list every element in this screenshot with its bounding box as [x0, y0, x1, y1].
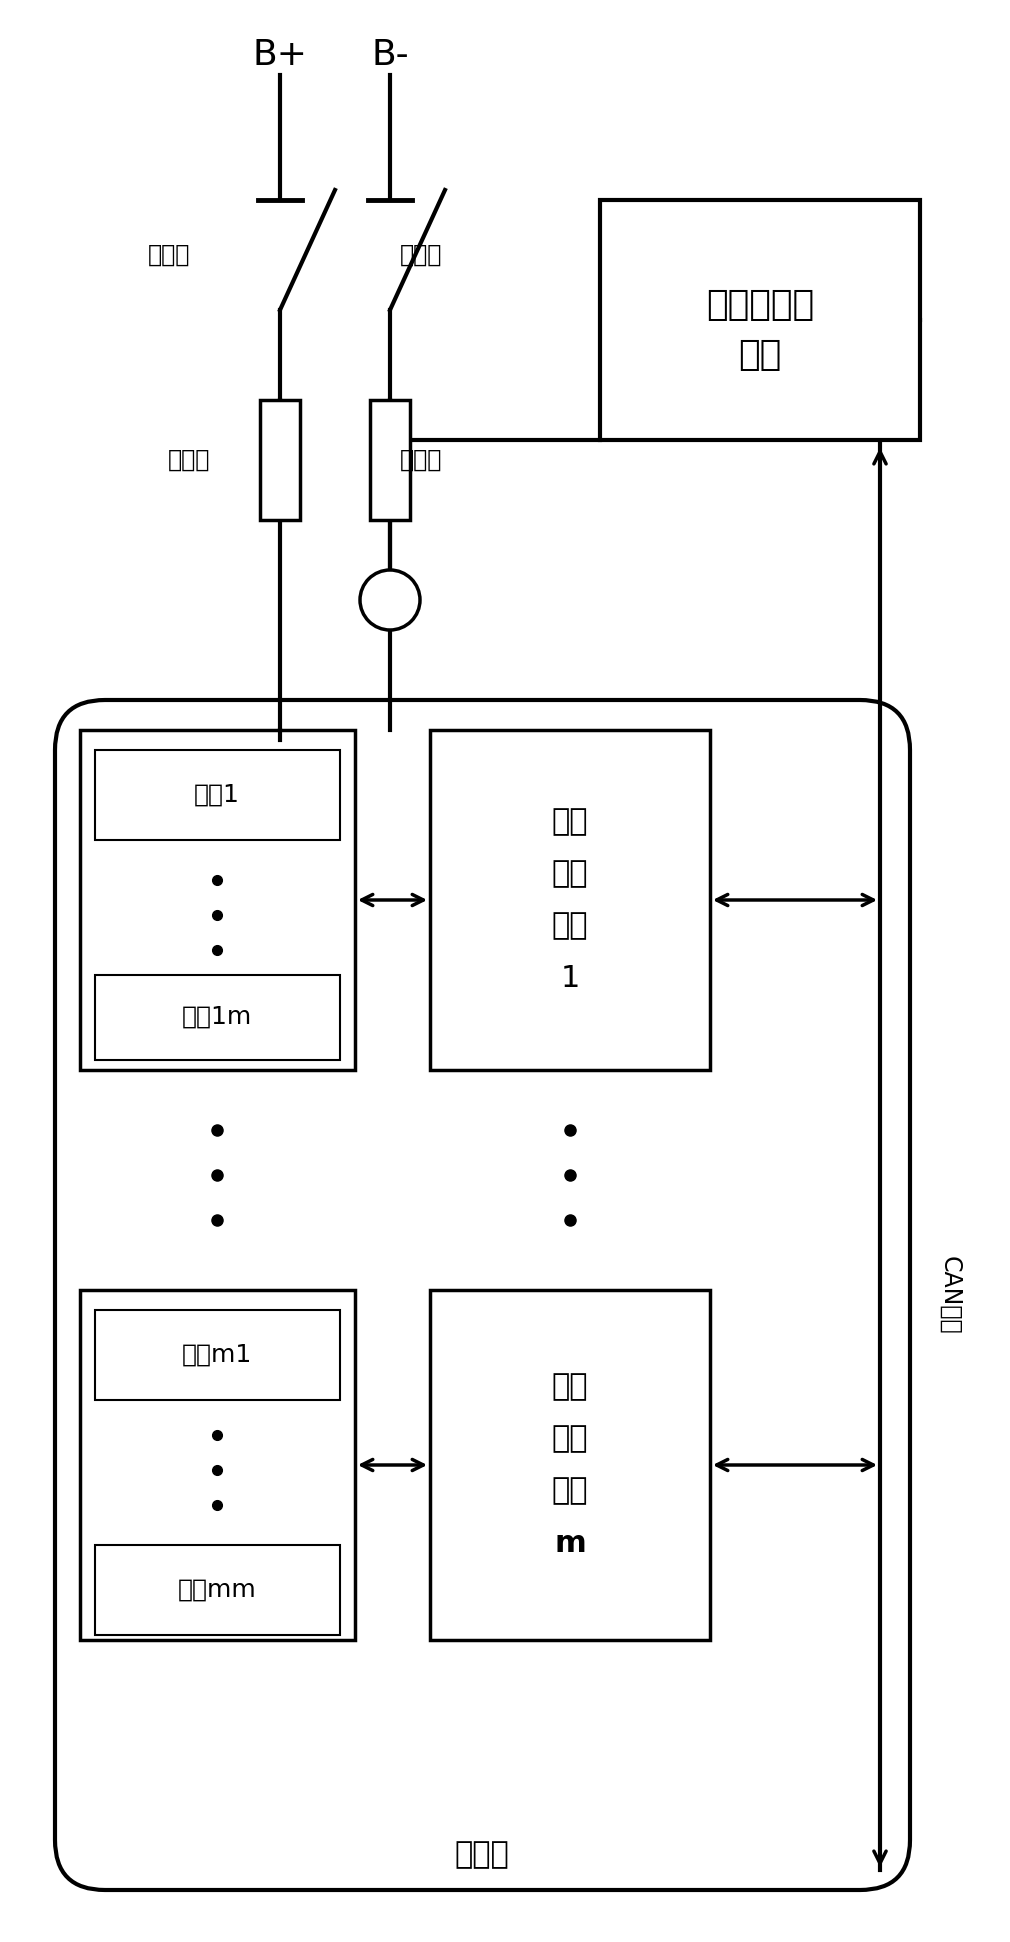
Text: CAN总线: CAN总线	[938, 1256, 962, 1334]
Bar	[95, 1311, 340, 1400]
Text: 接触器: 接触器	[400, 243, 442, 266]
Bar	[80, 730, 355, 1070]
Text: 熔断器: 熔断器	[400, 449, 442, 472]
Text: 单元: 单元	[551, 1476, 588, 1505]
Bar	[260, 400, 300, 520]
Bar	[600, 200, 920, 441]
FancyBboxPatch shape	[55, 699, 910, 1890]
Text: 单元: 单元	[738, 338, 782, 373]
Bar	[430, 730, 710, 1070]
Text: 电池m1: 电池m1	[182, 1344, 252, 1367]
Text: 接触器: 接触器	[147, 243, 190, 266]
Text: 电池: 电池	[551, 808, 588, 837]
Text: 1: 1	[561, 963, 580, 992]
Bar	[95, 750, 340, 841]
Text: m: m	[554, 1528, 586, 1557]
Circle shape	[360, 571, 420, 629]
Text: 电池1m: 电池1m	[182, 1006, 252, 1029]
Bar	[95, 975, 340, 1060]
Text: 电池组: 电池组	[454, 1841, 509, 1870]
Bar	[370, 400, 410, 520]
Text: 电池: 电池	[551, 1373, 588, 1402]
Text: B+: B+	[252, 39, 307, 72]
Text: 管理: 管理	[551, 1425, 588, 1453]
Text: 电池mm: 电池mm	[178, 1579, 257, 1602]
Text: 电池组管理: 电池组管理	[706, 287, 814, 322]
Text: B-: B-	[372, 39, 409, 72]
Bar	[430, 1289, 710, 1639]
Bar	[95, 1546, 340, 1635]
Text: 熔断器: 熔断器	[168, 449, 210, 472]
Text: 管理: 管理	[551, 860, 588, 889]
Text: 单元: 单元	[551, 911, 588, 940]
Bar	[80, 1289, 355, 1639]
Text: 电池1: 电池1	[194, 783, 240, 808]
